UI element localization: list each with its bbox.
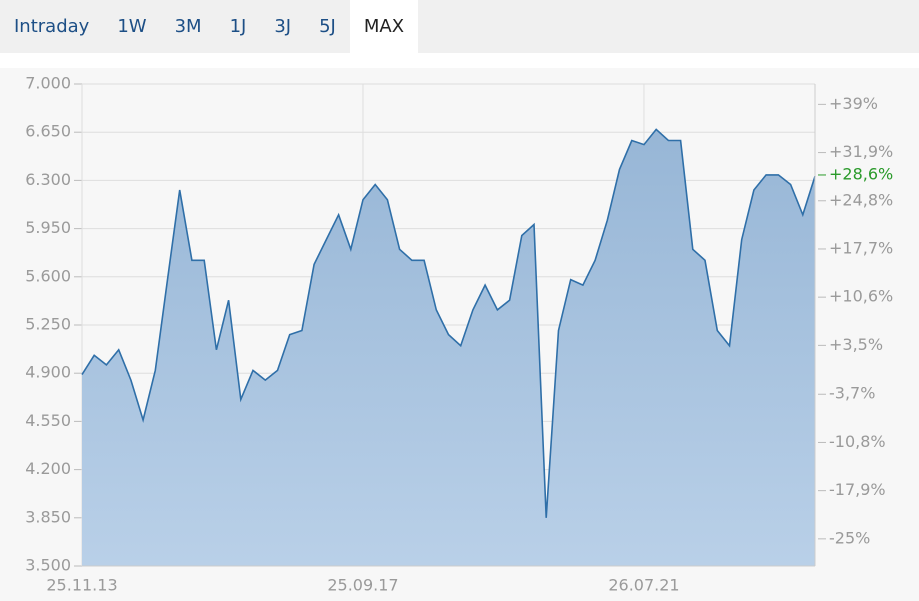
y-tick-label: 6.650	[25, 122, 71, 141]
x-tick-label: 25.11.13	[46, 576, 117, 595]
y-tick-label: 6.300	[25, 170, 71, 189]
range-tab[interactable]: 3M	[174, 16, 202, 37]
y-tick-label: 5.950	[25, 218, 71, 237]
range-tab[interactable]: Intraday	[14, 16, 90, 37]
y2-tick-label: -3,7%	[829, 384, 875, 403]
range-tab[interactable]: 5J	[319, 16, 336, 37]
y-tick-label: 4.550	[25, 411, 71, 430]
y-tick-label: 3.850	[25, 507, 71, 526]
y2-tick-label: -17,9%	[829, 480, 886, 499]
range-tabs: Intraday 1W 3M 1J 3J 5J MAX	[0, 0, 919, 53]
range-tab[interactable]: 1J	[229, 16, 247, 37]
range-tab[interactable]: MAX	[349, 0, 419, 53]
y-tick-label: 5.600	[25, 266, 71, 285]
x-tick-label: 25.09.17	[327, 576, 398, 595]
y2-tick-label: +24,8%	[829, 190, 893, 209]
x-tick-label: 26.07.21	[608, 576, 679, 595]
y2-tick-label: -25%	[829, 528, 870, 547]
y2-tick-label: +31,9%	[829, 142, 893, 161]
y-tick-label: 4.200	[25, 459, 71, 478]
y2-tick-label: -10,8%	[829, 432, 886, 451]
y-tick-label: 5.250	[25, 315, 71, 334]
y-tick-label: 7.000	[25, 74, 71, 93]
y2-tick-label: +39%	[829, 94, 878, 113]
y2-tick-label: +3,5%	[829, 335, 883, 354]
y-tick-label: 3.500	[25, 556, 71, 575]
current-label: +28,6%	[829, 164, 893, 183]
range-tab[interactable]: 3J	[274, 16, 292, 37]
y2-tick-label: +17,7%	[829, 238, 893, 257]
line	[81, 128, 816, 518]
y-tick-label: 4.900	[25, 363, 71, 382]
area	[82, 129, 815, 566]
y2-tick-label: +10,6%	[829, 287, 893, 306]
range-tab[interactable]: 1W	[117, 16, 147, 37]
